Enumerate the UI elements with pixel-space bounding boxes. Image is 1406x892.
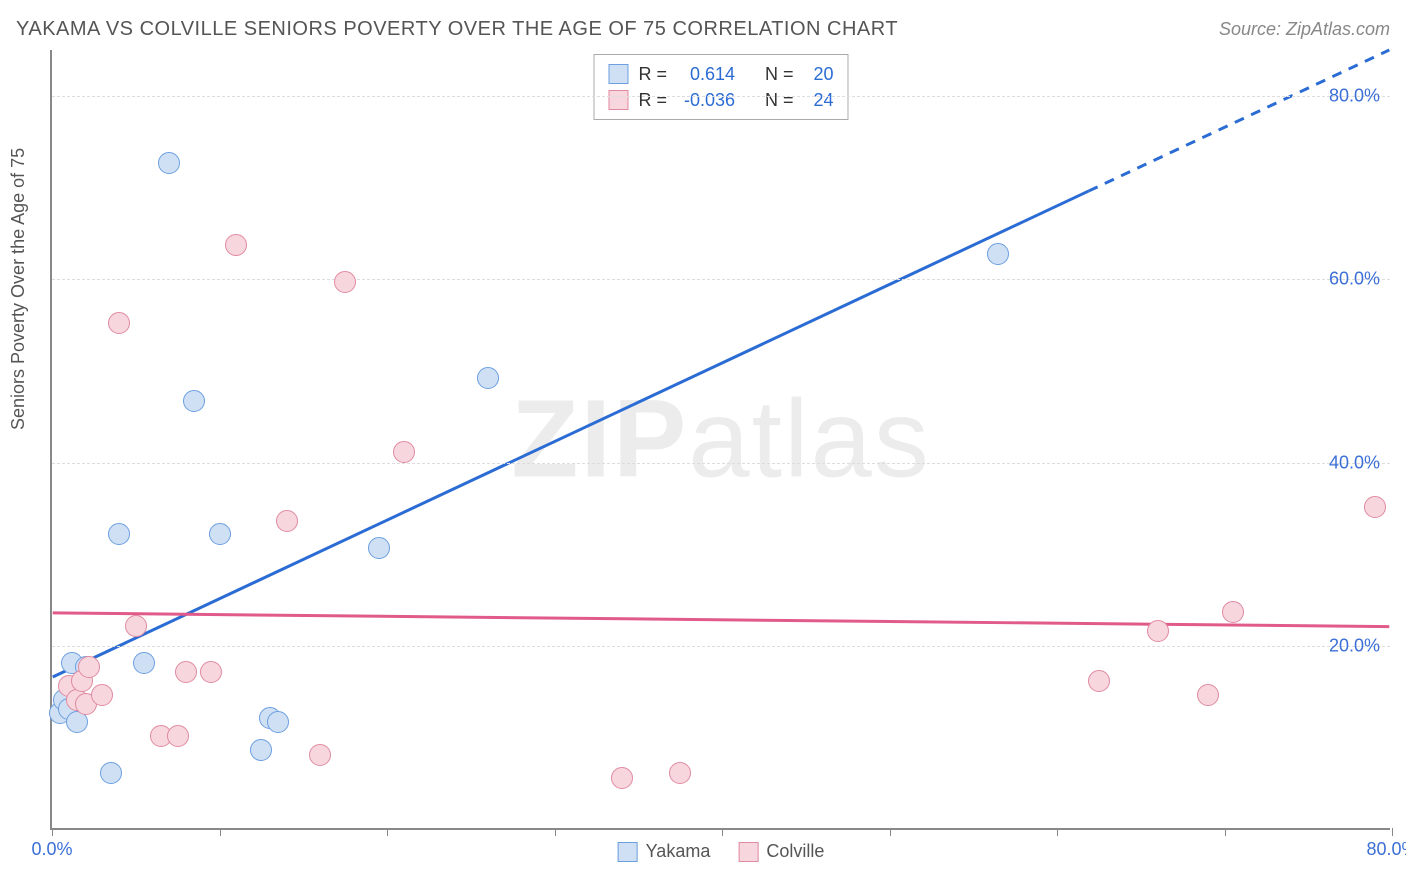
data-point-yakama: [477, 367, 499, 389]
data-point-colville: [175, 661, 197, 683]
stats-row-yakama: R = 0.614 N = 20: [608, 61, 833, 87]
grid-line: [52, 463, 1390, 464]
stats-n-value: 24: [804, 87, 834, 113]
x-tick-label: 80.0%: [1366, 839, 1406, 860]
data-point-colville: [108, 312, 130, 334]
data-point-yakama: [158, 152, 180, 174]
stats-r-value: 0.614: [677, 61, 735, 87]
data-point-colville: [78, 656, 100, 678]
legend-item-yakama: Yakama: [618, 841, 711, 862]
data-point-yakama: [183, 390, 205, 412]
data-point-colville: [125, 615, 147, 637]
swatch-icon: [618, 842, 638, 862]
data-point-colville: [334, 271, 356, 293]
data-point-colville: [309, 744, 331, 766]
y-tick-label: 80.0%: [1329, 85, 1380, 106]
y-axis-label: Seniors Poverty Over the Age of 75: [8, 148, 29, 430]
data-point-yakama: [133, 652, 155, 674]
data-point-colville: [276, 510, 298, 532]
data-point-yakama: [368, 537, 390, 559]
chart-source: Source: ZipAtlas.com: [1219, 19, 1390, 40]
stats-row-colville: R = -0.036 N = 24: [608, 87, 833, 113]
legend-label: Colville: [766, 841, 824, 862]
plot-area: ZIPatlas R =0.614N =20R =-0.036N =24 Yak…: [50, 50, 1390, 830]
data-point-yakama: [100, 762, 122, 784]
data-point-yakama: [250, 739, 272, 761]
data-point-colville: [669, 762, 691, 784]
stats-r-label: R =: [638, 87, 667, 113]
swatch-icon: [738, 842, 758, 862]
x-tick-label: 0.0%: [31, 839, 72, 860]
x-tick: [555, 828, 556, 836]
data-point-colville: [393, 441, 415, 463]
legend-label: Yakama: [646, 841, 711, 862]
grid-line: [52, 279, 1390, 280]
data-point-colville: [1088, 670, 1110, 692]
data-point-colville: [1222, 601, 1244, 623]
data-point-colville: [167, 725, 189, 747]
y-tick-label: 60.0%: [1329, 269, 1380, 290]
data-point-yakama: [209, 523, 231, 545]
trend-lines: [52, 50, 1390, 828]
stats-r-label: R =: [638, 61, 667, 87]
data-point-colville: [225, 234, 247, 256]
x-tick: [722, 828, 723, 836]
stats-n-label: N =: [765, 61, 794, 87]
data-point-colville: [611, 767, 633, 789]
grid-line: [52, 646, 1390, 647]
data-point-colville: [91, 684, 113, 706]
watermark: ZIPatlas: [511, 376, 930, 503]
data-point-yakama: [108, 523, 130, 545]
data-point-yakama: [267, 711, 289, 733]
chart-header: YAKAMA VS COLVILLE SENIORS POVERTY OVER …: [16, 18, 1390, 41]
x-tick: [1392, 828, 1393, 836]
data-point-colville: [1364, 496, 1386, 518]
stats-n-value: 20: [804, 61, 834, 87]
x-tick: [387, 828, 388, 836]
chart-title: YAKAMA VS COLVILLE SENIORS POVERTY OVER …: [16, 18, 898, 41]
swatch-icon: [608, 64, 628, 84]
x-tick: [1057, 828, 1058, 836]
x-tick: [890, 828, 891, 836]
x-tick: [1225, 828, 1226, 836]
data-point-colville: [1197, 684, 1219, 706]
x-tick: [220, 828, 221, 836]
legend-item-colville: Colville: [738, 841, 824, 862]
trend-line-colville: [53, 613, 1390, 627]
x-tick: [52, 828, 53, 836]
y-tick-label: 40.0%: [1329, 452, 1380, 473]
trend-line-yakama: [53, 191, 1089, 677]
data-point-colville: [200, 661, 222, 683]
trend-line-yakama: [1089, 50, 1390, 191]
legend-bottom: Yakama Colville: [618, 841, 825, 862]
data-point-colville: [1147, 620, 1169, 642]
stats-box: R = 0.614 N = 20 R = -0.036 N = 24: [593, 54, 848, 120]
stats-r-value: -0.036: [677, 87, 735, 113]
data-point-yakama: [987, 243, 1009, 265]
swatch-icon: [608, 90, 628, 110]
grid-line: [52, 96, 1390, 97]
stats-n-label: N =: [765, 87, 794, 113]
y-tick-label: 20.0%: [1329, 636, 1380, 657]
